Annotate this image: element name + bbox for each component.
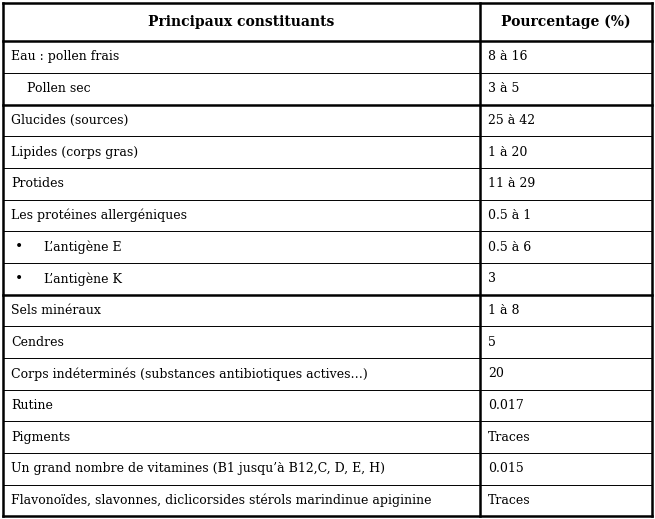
Text: 0.017: 0.017 — [488, 399, 523, 412]
Text: Traces: Traces — [488, 494, 531, 507]
Text: Flavonoïdes, slavonnes, diclicorsides stérols marindinue apiginine: Flavonoïdes, slavonnes, diclicorsides st… — [11, 494, 432, 507]
Text: Les protéines allergéniques: Les protéines allergéniques — [11, 209, 187, 222]
Text: Corps indéterminés (substances antibiotiques actives…): Corps indéterminés (substances antibioti… — [11, 367, 368, 380]
Text: 5: 5 — [488, 336, 496, 349]
Text: 3: 3 — [488, 272, 496, 285]
Text: •: • — [14, 272, 23, 286]
Text: 0.5 à 1: 0.5 à 1 — [488, 209, 531, 222]
Text: Eau : pollen frais: Eau : pollen frais — [11, 50, 119, 63]
Text: 20: 20 — [488, 367, 504, 380]
Text: 25 à 42: 25 à 42 — [488, 114, 535, 127]
Text: 0.015: 0.015 — [488, 462, 523, 475]
Text: L’antigène E: L’antigène E — [44, 240, 122, 254]
Text: 8 à 16: 8 à 16 — [488, 50, 527, 63]
Text: Pourcentage (%): Pourcentage (%) — [501, 15, 631, 29]
Text: Protides: Protides — [11, 177, 64, 190]
Text: 11 à 29: 11 à 29 — [488, 177, 535, 190]
Text: Sels minéraux: Sels minéraux — [11, 304, 101, 317]
Text: Cendres: Cendres — [11, 336, 64, 349]
Text: Lipides (corps gras): Lipides (corps gras) — [11, 145, 138, 158]
Text: Pollen sec: Pollen sec — [11, 82, 91, 95]
Text: •: • — [14, 240, 23, 254]
Text: Principaux constituants: Principaux constituants — [149, 15, 335, 29]
Text: Rutine: Rutine — [11, 399, 53, 412]
Text: 1 à 20: 1 à 20 — [488, 145, 527, 158]
Text: Un grand nombre de vitamines (B1 jusqu’à B12,C, D, E, H): Un grand nombre de vitamines (B1 jusqu’à… — [11, 462, 385, 475]
Text: L’antigène K: L’antigène K — [44, 272, 122, 285]
Text: 3 à 5: 3 à 5 — [488, 82, 519, 95]
Text: 1 à 8: 1 à 8 — [488, 304, 519, 317]
Text: Glucides (sources): Glucides (sources) — [11, 114, 128, 127]
Text: Pigments: Pigments — [11, 431, 70, 444]
Text: Traces: Traces — [488, 431, 531, 444]
Text: 0.5 à 6: 0.5 à 6 — [488, 241, 531, 254]
